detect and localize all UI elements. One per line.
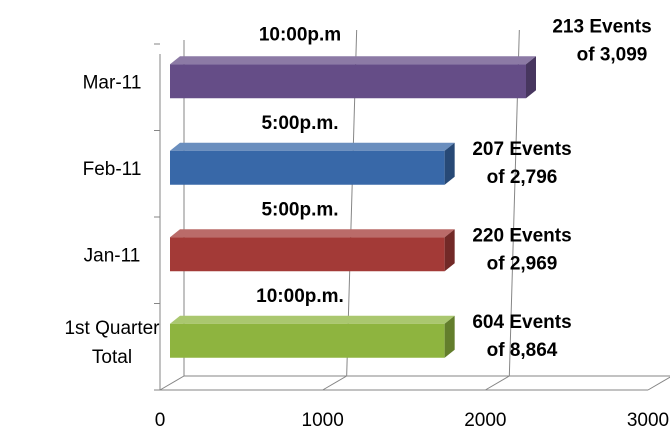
bar-top-face: [170, 315, 455, 324]
time-label: 10:00p.m: [259, 24, 341, 45]
time-label: 10:00p.m.: [256, 286, 344, 307]
category-label: Feb-11: [83, 159, 142, 180]
gridline: [647, 376, 670, 391]
bar: [170, 315, 455, 358]
x-tick-label: 1000: [302, 410, 344, 431]
bar-side-face: [444, 142, 455, 185]
bar-top-face: [170, 142, 455, 151]
time-label: 5:00p.m.: [261, 199, 338, 220]
bar-side-face: [444, 229, 455, 272]
events-label: 207 Events: [472, 139, 571, 160]
events-total-label: of 3,099: [577, 44, 648, 65]
x-axis-tick-labels: 0 1000 2000 3000: [155, 410, 669, 431]
x-tick-label: 0: [155, 410, 166, 431]
events-label: 220 Events: [472, 225, 571, 246]
bar-side-face: [444, 315, 455, 358]
events-label: 213 Events: [552, 16, 651, 37]
bar: [170, 229, 455, 272]
bar-front-face: [170, 237, 445, 272]
gridline: [485, 29, 520, 391]
bar: [170, 142, 455, 185]
time-label: 5:00p.m.: [261, 113, 338, 134]
floor-line: [159, 375, 670, 391]
category-label: Mar-11: [83, 72, 142, 93]
events-total-label: of 2,969: [487, 253, 558, 274]
x-tick-label: 2000: [464, 410, 506, 431]
bar-front-face: [170, 64, 526, 99]
category-labels: 1st Quarter Total Jan-11 Feb-11 Mar-11: [64, 72, 160, 368]
x-tick-label: 3000: [627, 410, 669, 431]
events-total-label: of 2,796: [487, 167, 558, 188]
bars: [170, 56, 536, 358]
grid-lines: [154, 29, 670, 391]
bar-top-face: [170, 229, 455, 238]
events-label: 604 Events: [472, 312, 571, 333]
events-total-label: of 8,864: [487, 340, 558, 361]
bar-front-face: [170, 323, 445, 358]
bar-front-face: [170, 150, 445, 185]
category-label: 1st Quarter Total: [64, 318, 160, 368]
category-label: Jan-11: [84, 245, 141, 266]
bar: [170, 56, 536, 99]
bar-side-face: [526, 56, 536, 99]
bar-top-face: [170, 56, 536, 65]
data-labels: 10:00p.m. 604 Events of 8,864 5:00p.m. 220 E…: [256, 16, 651, 361]
